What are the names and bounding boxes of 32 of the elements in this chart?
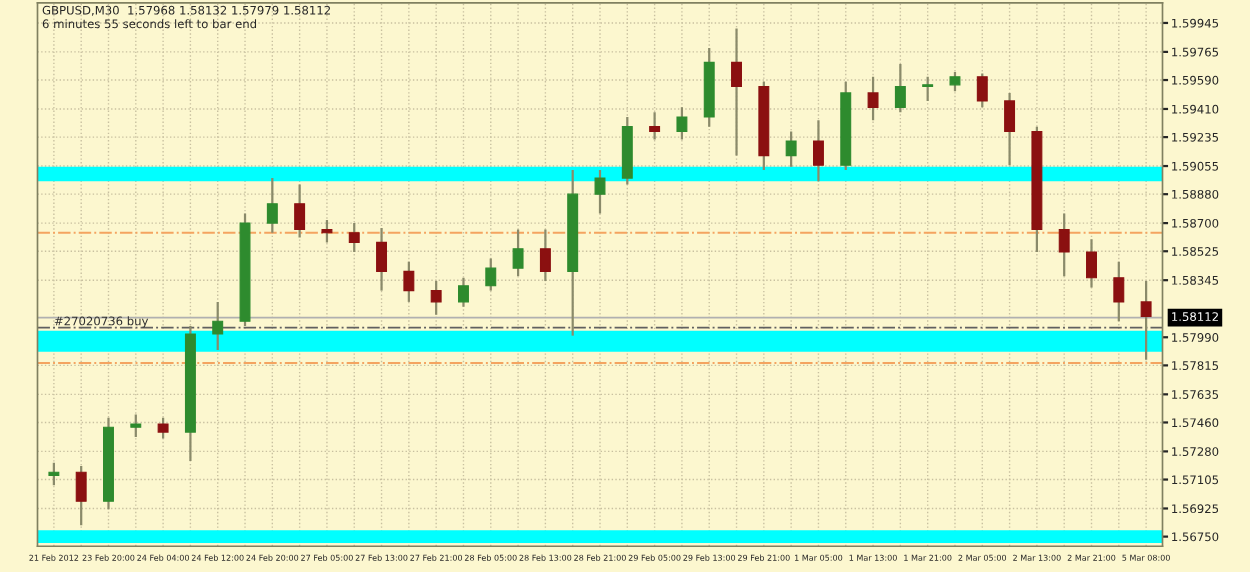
candlestick	[294, 183, 306, 239]
candlestick	[539, 228, 551, 283]
candlestick	[922, 75, 934, 103]
candlestick	[785, 130, 797, 168]
candlestick	[949, 70, 961, 93]
candlestick	[485, 257, 497, 292]
candlestick	[512, 228, 524, 278]
candlestick	[75, 464, 87, 527]
candlestick	[157, 416, 169, 440]
candlestick	[403, 260, 415, 303]
candlestick	[867, 75, 879, 122]
candlestick	[130, 413, 142, 439]
candlestick	[731, 27, 742, 157]
candlestick	[976, 72, 988, 109]
candlestick	[321, 218, 333, 244]
candlestick	[266, 176, 278, 234]
candlestick	[676, 106, 688, 141]
candlestick	[1140, 279, 1152, 361]
candlestick	[594, 168, 606, 215]
candlestick	[649, 111, 661, 141]
candlestick	[1004, 91, 1016, 167]
candlestick	[1113, 260, 1125, 323]
candlestick	[1086, 238, 1097, 289]
candlestick	[894, 62, 906, 114]
candlestick	[1058, 212, 1070, 278]
candlestick	[430, 279, 442, 316]
candlestick	[458, 276, 469, 308]
candlestick	[348, 222, 360, 254]
candlestick	[48, 461, 60, 487]
candlestick	[212, 300, 224, 352]
candlestick	[376, 226, 388, 292]
candlestick	[812, 119, 824, 183]
